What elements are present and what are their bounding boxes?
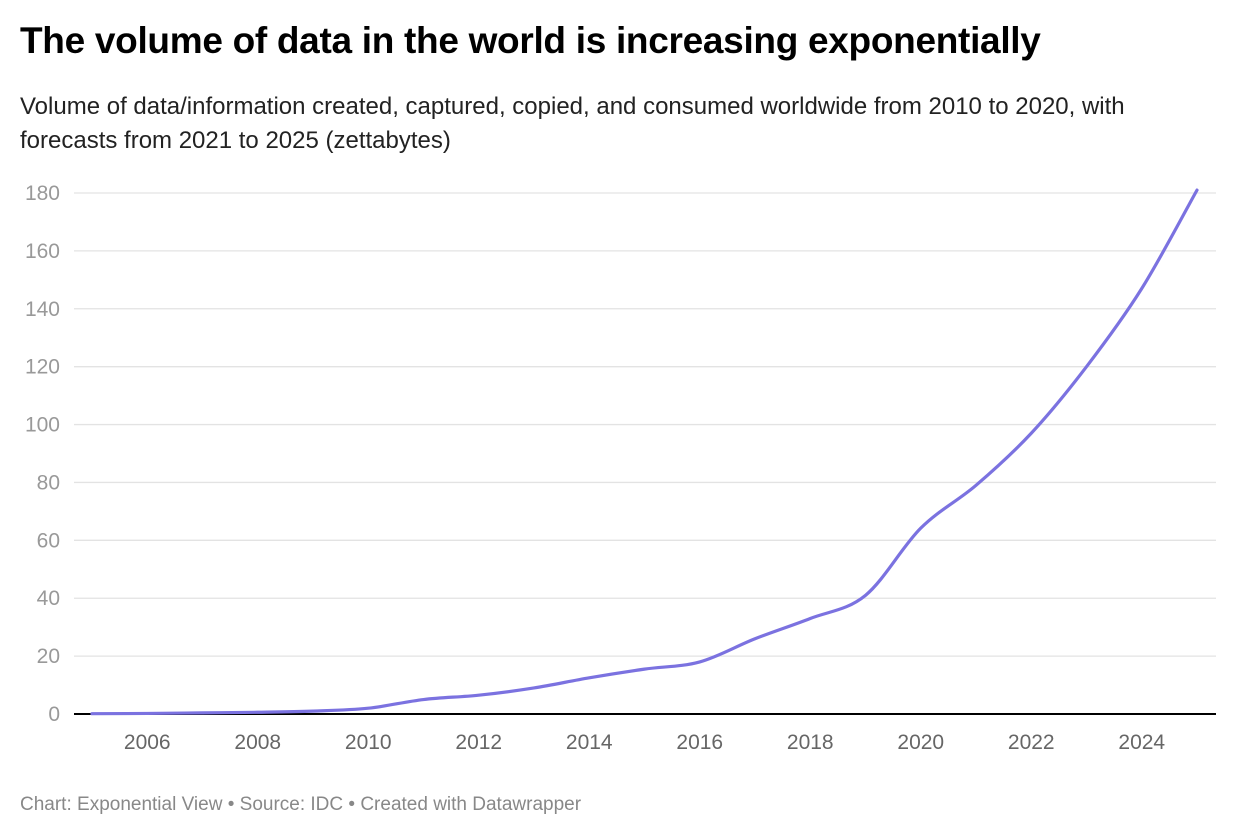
- y-tick-label: 120: [25, 356, 60, 379]
- x-tick-label: 2008: [234, 731, 281, 754]
- y-tick-label: 180: [25, 182, 60, 205]
- x-tick-label: 2020: [897, 731, 944, 754]
- x-tick-label: 2006: [124, 731, 171, 754]
- y-tick-label: 160: [25, 240, 60, 263]
- chart-title: The volume of data in the world is incre…: [20, 20, 1041, 61]
- x-tick-label: 2014: [566, 731, 613, 754]
- y-tick-label: 20: [37, 645, 60, 668]
- x-tick-label: 2016: [676, 731, 723, 754]
- x-tick-label: 2018: [787, 731, 834, 754]
- x-tick-label: 2024: [1118, 731, 1165, 754]
- x-tick-label: 2010: [345, 731, 392, 754]
- x-tick-label: 2012: [455, 731, 502, 754]
- y-tick-label: 0: [48, 703, 60, 726]
- y-tick-label: 80: [37, 471, 60, 494]
- y-tick-label: 100: [25, 414, 60, 437]
- line-chart: 0 20 40 60 80 100 120 140 160 180 2006 2008 2010 2012…: [25, 182, 1216, 754]
- y-tick-label: 40: [37, 587, 60, 610]
- chart-footer: Chart: Exponential View • Source: IDC • …: [20, 794, 582, 815]
- data-series-line: [90, 188, 1199, 716]
- y-tick-label: 60: [37, 529, 60, 552]
- chart-subtitle: Volume of data/information created, capt…: [20, 93, 1125, 154]
- y-tick-label: 140: [25, 298, 60, 321]
- x-tick-label: 2022: [1008, 731, 1055, 754]
